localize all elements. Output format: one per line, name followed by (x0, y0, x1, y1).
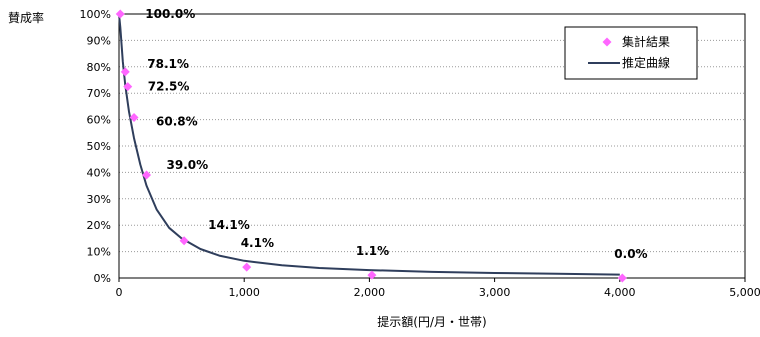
x-tick-label: 3,000 (479, 286, 511, 299)
x-tick-label: 1,000 (228, 286, 260, 299)
estimated-curve-line (118, 13, 620, 276)
y-axis-title: 賛成率 (8, 10, 44, 25)
legend-label: 集計結果 (622, 34, 670, 49)
plot-area-border (118, 13, 746, 279)
data-point-marker (129, 112, 139, 122)
data-label: 78.1% (147, 57, 189, 71)
x-tick-label: 4,000 (604, 286, 636, 299)
data-point-marker (120, 67, 130, 77)
x-tick-label: 5,000 (729, 286, 760, 299)
data-label: 72.5% (148, 80, 190, 94)
data-point-marker (617, 273, 627, 283)
data-label: 39.0% (167, 158, 209, 172)
data-label: 4.1% (241, 236, 274, 250)
y-tick-label: 30% (87, 193, 111, 206)
legend-marker-diamond (602, 37, 612, 47)
data-label: 60.8% (156, 114, 198, 128)
data-point-marker (123, 82, 133, 92)
data-point-marker (179, 236, 189, 246)
y-tick-label: 70% (87, 87, 111, 100)
y-tick-label: 20% (87, 219, 111, 232)
data-point-marker (242, 262, 252, 272)
x-tick-label: 0 (116, 286, 123, 299)
data-label: 14.1% (208, 218, 250, 232)
data-label: 100.0% (145, 7, 195, 21)
legend-label: 推定曲線 (622, 55, 670, 70)
y-tick-label: 90% (87, 34, 111, 47)
y-tick-label: 10% (87, 246, 111, 259)
data-label: 1.1% (356, 244, 389, 258)
y-tick-label: 100% (80, 8, 111, 21)
x-tick-label: 2,000 (354, 286, 386, 299)
data-point-marker (367, 270, 377, 280)
y-tick-label: 0% (94, 272, 111, 285)
x-axis-title: 提示額(円/月・世帯) (377, 314, 486, 329)
legend-box (564, 26, 698, 80)
y-tick-label: 40% (87, 166, 111, 179)
y-tick-label: 60% (87, 114, 111, 127)
data-point-marker (142, 170, 152, 180)
y-tick-label: 50% (87, 140, 111, 153)
data-label: 0.0% (614, 247, 647, 261)
data-point-marker (115, 9, 125, 19)
y-tick-label: 80% (87, 61, 111, 74)
